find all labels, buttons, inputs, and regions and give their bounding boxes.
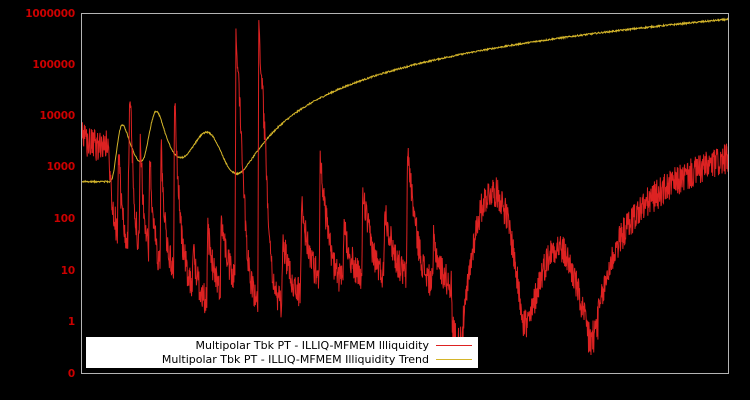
series-line-illiquidity	[82, 20, 728, 362]
y-tick-label-1000: 1000	[46, 161, 76, 173]
legend-entry-illiquidity-trend: Multipolar Tbk PT - ILLIQ-MFMEM Illiquid…	[86, 353, 478, 367]
legend-swatch-illiquidity-trend	[436, 359, 472, 360]
y-tick-label-1: 1	[67, 316, 75, 328]
legend-label-illiquidity: Multipolar Tbk PT - ILLIQ-MFMEM Illiquid…	[195, 339, 429, 352]
y-tick-label-10: 10	[60, 265, 75, 277]
legend-entry-illiquidity: Multipolar Tbk PT - ILLIQ-MFMEM Illiquid…	[86, 339, 478, 353]
y-tick-label-10000: 10000	[39, 110, 75, 122]
y-tick-label-100: 100	[53, 213, 76, 225]
chart-lines	[82, 17, 728, 362]
chart-legend: Multipolar Tbk PT - ILLIQ-MFMEM Illiquid…	[86, 337, 478, 368]
y-tick-label-0: 0	[67, 368, 75, 380]
legend-swatch-illiquidity	[436, 345, 472, 346]
plot-area	[81, 13, 729, 374]
series-line-illiquidity-trend	[82, 17, 728, 184]
y-tick-label-1000000: 1000000	[25, 8, 75, 20]
legend-label-illiquidity-trend: Multipolar Tbk PT - ILLIQ-MFMEM Illiquid…	[161, 353, 429, 366]
y-tick-label-100000: 100000	[32, 59, 75, 71]
